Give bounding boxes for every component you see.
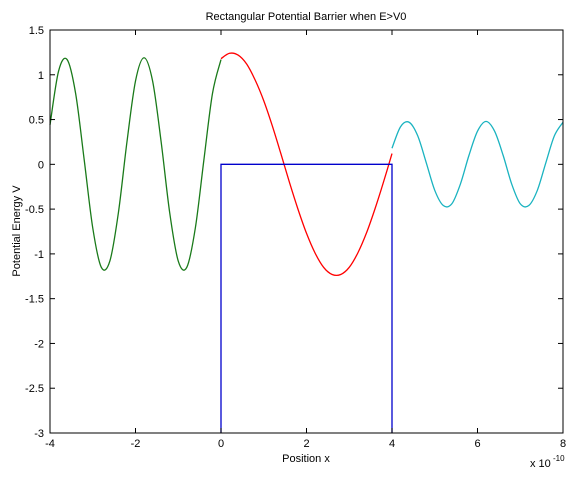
x-exponent-base: x 10 bbox=[530, 458, 551, 470]
series-line bbox=[220, 52, 393, 277]
y-tick-label: -2.5 bbox=[25, 383, 44, 395]
y-tick-label: -0.5 bbox=[25, 204, 44, 216]
y-tick-label: -3 bbox=[34, 428, 44, 440]
y-tick-label: -1.5 bbox=[25, 294, 44, 306]
y-tick-label: 1 bbox=[38, 70, 44, 82]
y-tick-label: -2 bbox=[34, 338, 44, 350]
x-tick-label: -2 bbox=[131, 438, 141, 450]
plot-area bbox=[49, 52, 564, 433]
x-tick-label: 8 bbox=[560, 438, 566, 450]
x-tick-label: 0 bbox=[218, 438, 224, 450]
x-tick-label: 2 bbox=[303, 438, 309, 450]
series-line bbox=[220, 163, 393, 433]
x-axis-label: Position x bbox=[282, 453, 330, 465]
chart-title: Rectangular Potential Barrier when E>V0 bbox=[206, 11, 407, 23]
x-tick-label: -4 bbox=[45, 438, 55, 450]
x-exponent: -10 bbox=[553, 454, 565, 463]
x-tick-label: 6 bbox=[474, 438, 480, 450]
y-tick-label: -1 bbox=[34, 249, 44, 261]
y-tick-label: 0 bbox=[38, 159, 44, 171]
y-tick-label: 1.5 bbox=[29, 25, 44, 37]
y-tick-label: 0.5 bbox=[29, 115, 44, 127]
x-tick-label: 4 bbox=[389, 438, 395, 450]
series-line bbox=[49, 57, 222, 271]
series-line bbox=[391, 120, 564, 208]
y-axis-label: Potential Energy V bbox=[11, 185, 23, 277]
